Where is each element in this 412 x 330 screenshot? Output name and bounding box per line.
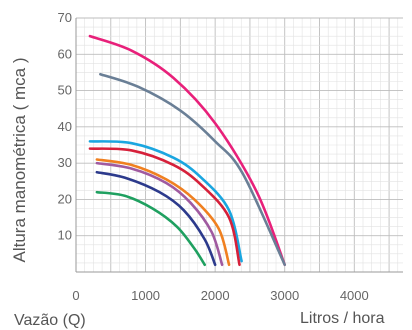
grid bbox=[75, 17, 403, 273]
x-tick-label: 2000 bbox=[201, 288, 230, 303]
pump-curve-5 bbox=[95, 158, 231, 267]
pump-curve-7 bbox=[95, 170, 217, 267]
x-axis-unit-label: Litros / hora bbox=[300, 310, 385, 327]
y-tick-label: 30 bbox=[58, 155, 72, 170]
pump-curve-3 bbox=[88, 140, 243, 263]
x-tick-label: 3000 bbox=[270, 288, 299, 303]
pump-curve-2 bbox=[99, 72, 287, 267]
x-axis-title: Vazão (Q) bbox=[14, 312, 86, 329]
pump-curve-8 bbox=[95, 190, 207, 267]
tick-labels: 10 20 30 40 50 60 70 0 1000 2000 3000 4000 bbox=[58, 10, 369, 303]
y-tick-label: 10 bbox=[58, 228, 72, 243]
y-tick-label: 60 bbox=[58, 46, 72, 61]
y-tick-label: 20 bbox=[58, 191, 72, 206]
x-tick-label: 0 bbox=[72, 288, 79, 303]
y-tick-label: 40 bbox=[58, 119, 72, 134]
y-tick-label: 70 bbox=[58, 10, 72, 25]
x-tick-label: 4000 bbox=[340, 288, 369, 303]
pump-curve-4 bbox=[88, 147, 241, 267]
x-tick-label: 1000 bbox=[131, 288, 160, 303]
pump-curve-6 bbox=[95, 161, 224, 267]
series-group bbox=[88, 34, 287, 267]
y-tick-label: 50 bbox=[58, 83, 72, 98]
pump-curve-1 bbox=[88, 34, 287, 267]
y-axis-title: Altura manométrica ( mca ) bbox=[10, 58, 29, 263]
axes bbox=[75, 18, 403, 273]
